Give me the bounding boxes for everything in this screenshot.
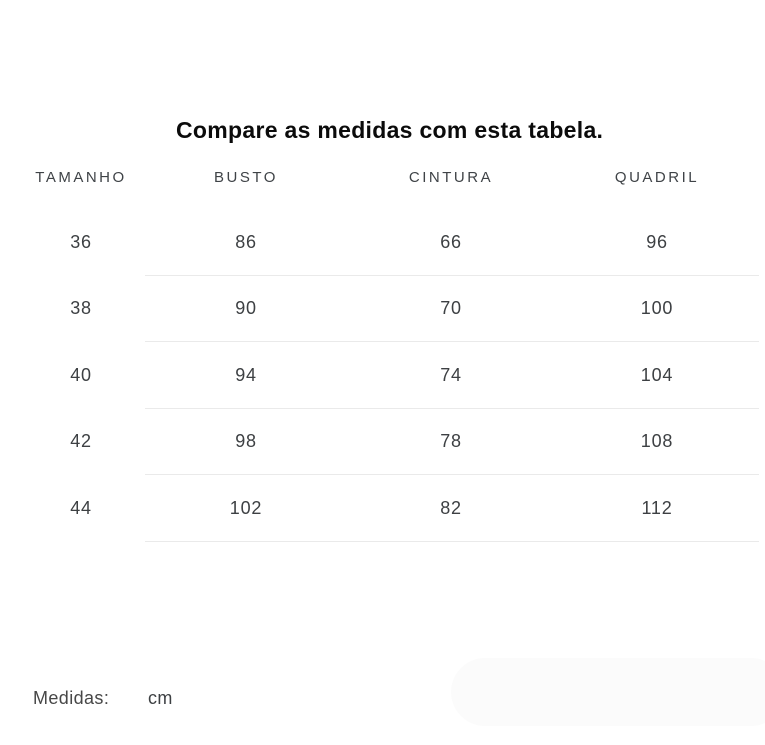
cell-busto: 94 <box>235 364 257 385</box>
table-header-row: TAMANHO BUSTO CINTURA QUADRIL <box>0 169 742 187</box>
table-row: 38 90 70 100 <box>0 276 759 342</box>
measures-unit-value: cm <box>148 688 173 708</box>
cell-tamanho: 38 <box>70 298 92 319</box>
cell-busto: 90 <box>235 298 257 319</box>
cell-tamanho: 40 <box>70 364 92 385</box>
cell-cintura: 82 <box>440 497 462 518</box>
column-header-busto: BUSTO <box>214 169 278 186</box>
cell-quadril: 100 <box>640 298 674 319</box>
cell-cintura: 78 <box>440 431 462 452</box>
table-row: 44 102 82 112 <box>0 475 759 542</box>
table-row: 36 86 66 96 <box>0 209 759 276</box>
cell-busto: 102 <box>229 497 263 518</box>
cell-tamanho: 36 <box>70 231 92 252</box>
cell-quadril: 108 <box>640 431 674 452</box>
column-header-tamanho: TAMANHO <box>35 169 127 186</box>
cell-quadril: 96 <box>646 231 668 252</box>
measures-label: Medidas: <box>33 688 110 708</box>
cell-cintura: 74 <box>440 364 462 385</box>
row-divider <box>145 540 759 542</box>
background-pill-shape <box>451 658 765 726</box>
size-table-body: 36 86 66 96 38 90 70 100 40 94 74 104 42… <box>0 209 759 542</box>
row-divider <box>145 474 759 475</box>
row-divider <box>145 407 759 409</box>
table-row: 40 94 74 104 <box>0 342 759 409</box>
cell-tamanho: 44 <box>70 497 92 518</box>
row-divider <box>145 341 759 342</box>
column-header-cintura: CINTURA <box>408 169 494 186</box>
column-header-quadril: QUADRIL <box>614 169 700 186</box>
cell-cintura: 70 <box>440 298 462 319</box>
cell-tamanho: 42 <box>70 431 92 452</box>
cell-quadril: 112 <box>641 497 673 518</box>
cell-cintura: 66 <box>440 231 462 252</box>
table-row: 42 98 78 108 <box>0 409 759 475</box>
cell-busto: 86 <box>235 231 257 252</box>
cell-quadril: 104 <box>640 364 674 385</box>
cell-busto: 98 <box>235 431 257 452</box>
page-title: Compare as medidas com esta tabela. <box>176 117 604 143</box>
row-divider <box>145 274 759 276</box>
